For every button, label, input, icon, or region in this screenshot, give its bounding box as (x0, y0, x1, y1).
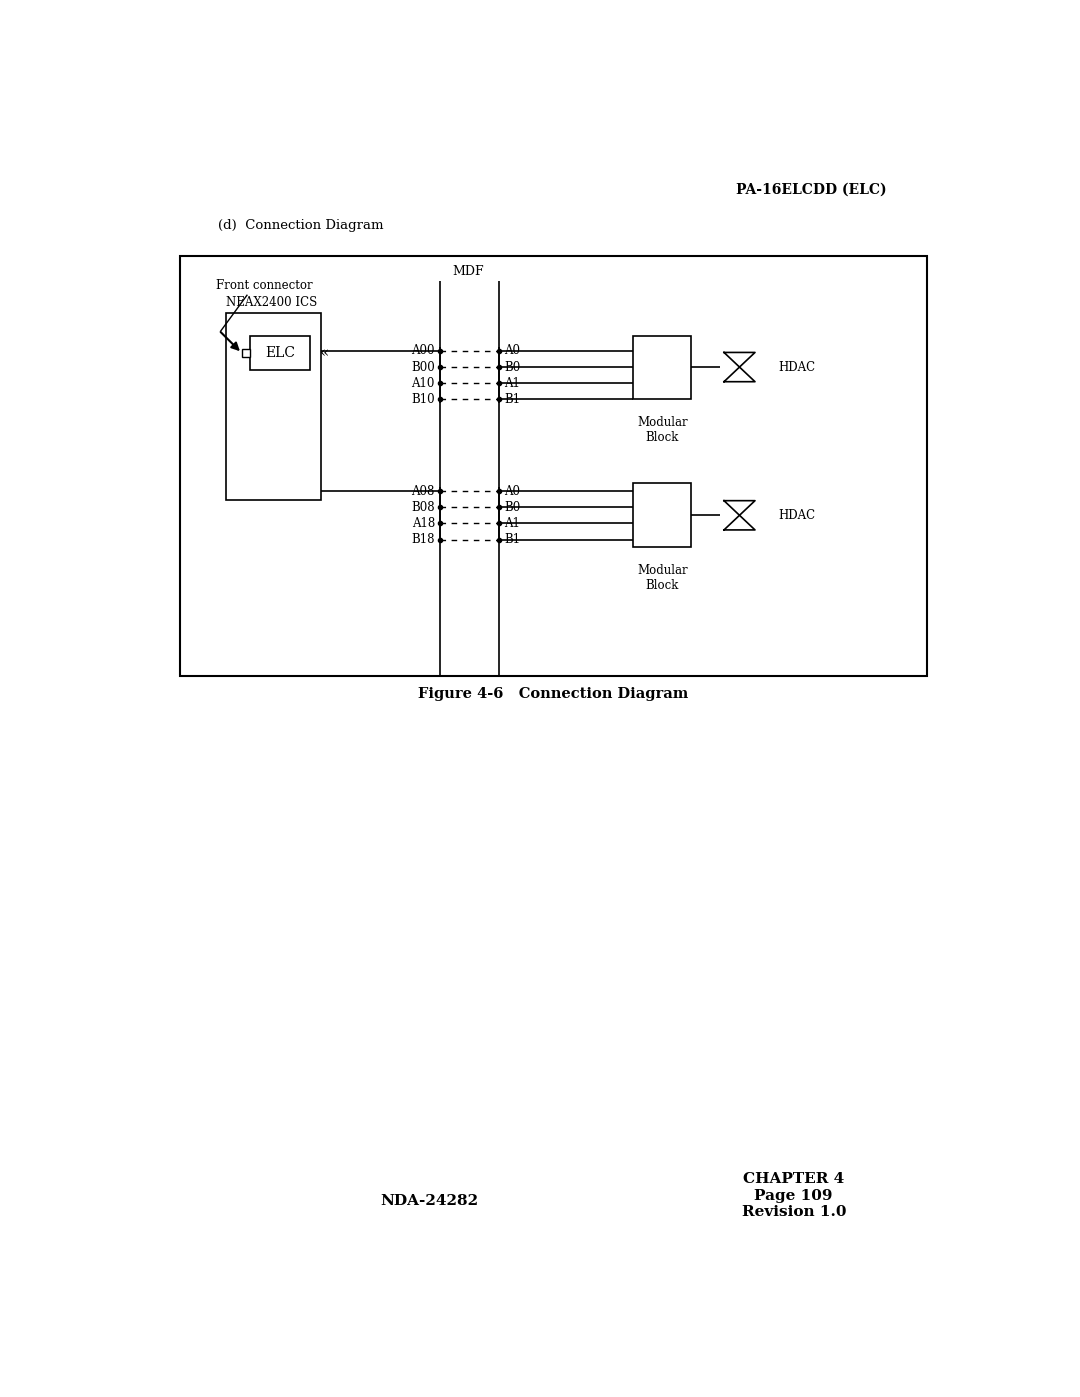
Text: CHAPTER 4
Page 109
Revision 1.0: CHAPTER 4 Page 109 Revision 1.0 (742, 1172, 846, 1218)
Bar (180, 256, 927, 676)
Text: B08: B08 (411, 500, 435, 514)
Text: A00: A00 (411, 345, 435, 358)
Text: B10: B10 (411, 393, 435, 407)
Text: A0: A0 (504, 485, 519, 497)
Text: B1: B1 (504, 393, 521, 407)
Text: Modular
Block: Modular Block (637, 415, 688, 444)
Bar (242, 349, 249, 358)
Text: Modular
Block: Modular Block (637, 564, 688, 592)
Text: A1: A1 (504, 377, 519, 390)
Text: B0: B0 (504, 360, 521, 373)
Text: «: « (320, 346, 328, 360)
Text: A1: A1 (504, 517, 519, 529)
Text: NDA-24282: NDA-24282 (380, 1194, 478, 1208)
Text: PA-16ELCDD (ELC): PA-16ELCDD (ELC) (737, 182, 887, 196)
Text: B18: B18 (411, 534, 435, 546)
Text: (d)  Connection Diagram: (d) Connection Diagram (218, 219, 383, 232)
Text: B00: B00 (411, 360, 435, 373)
Text: Figure 4-6   Connection Diagram: Figure 4-6 Connection Diagram (418, 686, 689, 700)
Text: MDF: MDF (453, 265, 484, 278)
Bar (633, 483, 691, 548)
Text: B0: B0 (504, 500, 521, 514)
Bar (227, 313, 321, 500)
Text: A0: A0 (504, 345, 519, 358)
Text: ELC: ELC (265, 346, 295, 360)
Text: Front connector: Front connector (216, 279, 313, 292)
Text: NEAX2400 ICS: NEAX2400 ICS (227, 296, 318, 309)
Text: B1: B1 (504, 534, 521, 546)
Bar (633, 335, 691, 398)
Bar (249, 337, 310, 370)
Text: A18: A18 (411, 517, 435, 529)
Text: A08: A08 (411, 485, 435, 497)
Text: HDAC: HDAC (779, 509, 815, 522)
Text: A10: A10 (411, 377, 435, 390)
Text: HDAC: HDAC (779, 360, 815, 373)
